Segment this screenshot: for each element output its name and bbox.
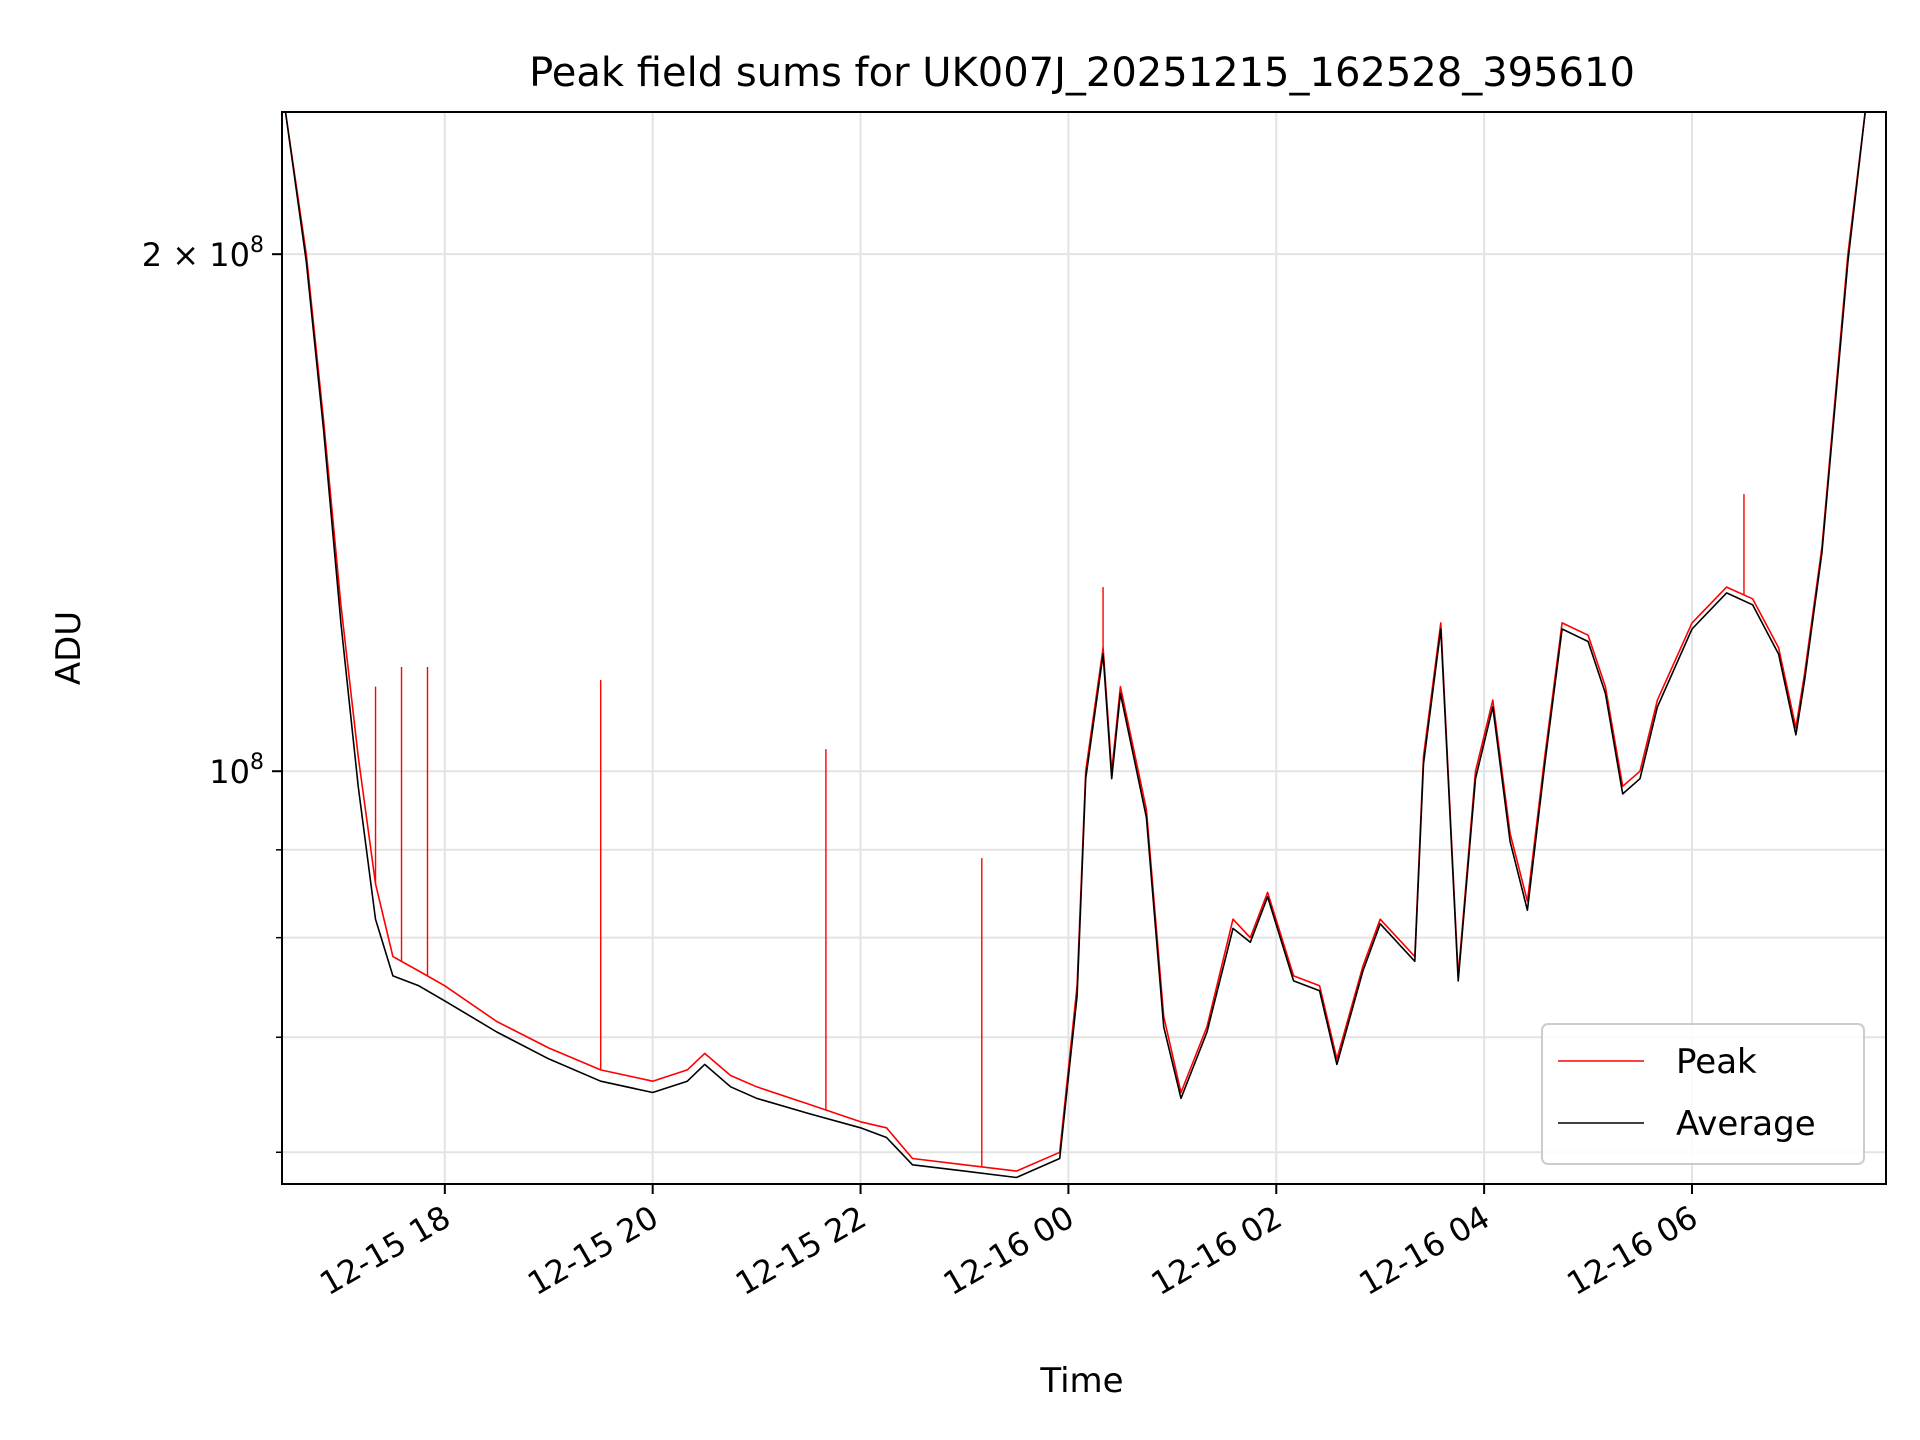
legend-label-average: Average <box>1676 1104 1816 1144</box>
series-line-average <box>284 111 1866 1179</box>
y-axis-label: ADU <box>49 611 89 685</box>
chart-title: Peak field sums for UK007J_20251215_1625… <box>529 50 1635 96</box>
legend-label-peak: Peak <box>1676 1042 1757 1082</box>
y-tick-label: 2 × 108 <box>142 233 264 274</box>
series-layer <box>284 111 1866 1179</box>
legend-box <box>1541 1023 1865 1165</box>
legend: Peak Average <box>1541 1023 1865 1165</box>
y-tick-label: 108 <box>209 750 264 791</box>
series-line-peak <box>284 111 1866 1172</box>
plot-area-frame <box>281 111 1887 1185</box>
x-axis-label: Time <box>1039 1361 1123 1401</box>
